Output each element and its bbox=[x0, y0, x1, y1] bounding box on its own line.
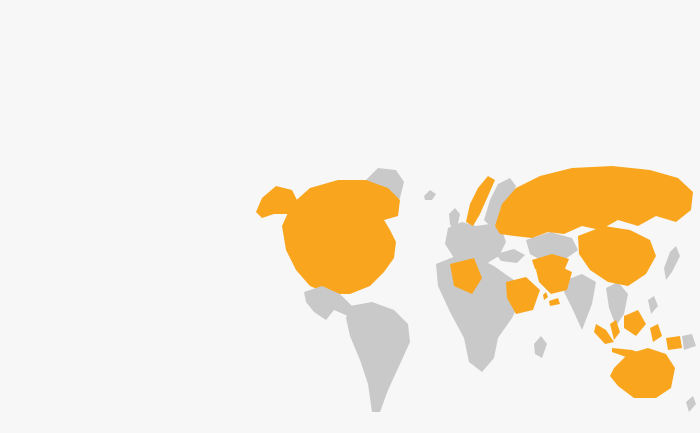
x-axis bbox=[0, 412, 700, 428]
